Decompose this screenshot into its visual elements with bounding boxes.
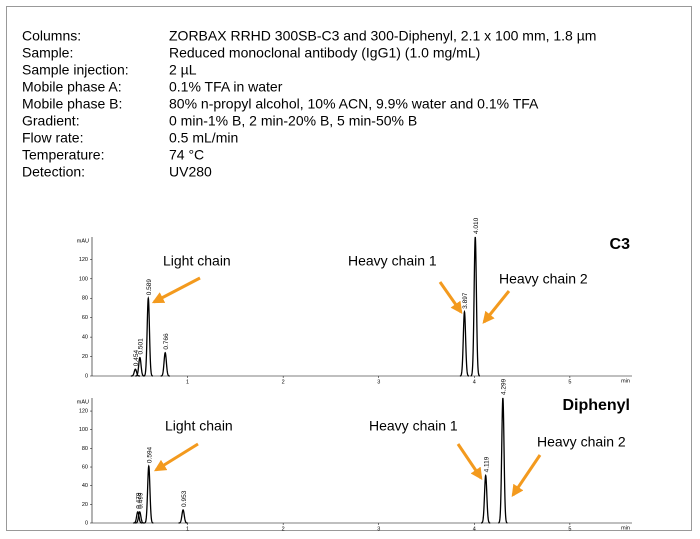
y-tick-label: 100 xyxy=(79,427,88,433)
peak xyxy=(178,509,188,524)
x-tick-label: 2 xyxy=(282,379,285,385)
condition-label: Flow rate: xyxy=(22,130,83,146)
y-tick-label: 40 xyxy=(82,335,88,341)
condition-label: Detection: xyxy=(22,164,85,180)
peak-label: 0.953 xyxy=(181,490,188,507)
peak xyxy=(144,464,154,524)
peak-label: 0.589 xyxy=(146,279,153,296)
annotation-arrow xyxy=(438,281,463,314)
annotation-arrow xyxy=(153,442,199,472)
peak xyxy=(143,295,153,377)
peak xyxy=(481,473,491,524)
peak-label: 0.766 xyxy=(163,333,170,350)
y-tick-label: 120 xyxy=(79,409,88,415)
x-axis-label: min xyxy=(621,378,630,384)
x-tick-label: 1 xyxy=(186,379,189,385)
condition-value: 80% n-propyl alcohol, 10% ACN, 9.9% wate… xyxy=(169,96,539,112)
annotation-arrow xyxy=(511,454,542,497)
peak xyxy=(498,397,508,524)
peak-label: 4.119 xyxy=(483,456,490,472)
x-tick-label: 5 xyxy=(568,526,571,532)
x-tick-label: 2 xyxy=(282,526,285,532)
condition-value: Reduced monoclonal antibody (IgG1) (1.0 … xyxy=(169,45,480,61)
chart-title: Diphenyl xyxy=(562,397,630,414)
y-tick-label: 20 xyxy=(82,354,88,360)
y-tick-label: 0 xyxy=(85,373,88,379)
figure-frame xyxy=(6,6,692,531)
x-tick-label: 4 xyxy=(473,526,476,532)
y-tick-label: 80 xyxy=(82,296,88,302)
y-tick-label: 80 xyxy=(82,446,88,452)
condition-value: 0 min-1% B, 2 min-20% B, 5 min-50% B xyxy=(169,113,417,129)
condition-value: 2 µL xyxy=(169,62,197,78)
condition-label: Mobile phase B: xyxy=(22,96,122,112)
peak-label: 3.897 xyxy=(462,292,469,309)
condition-label: Sample: xyxy=(22,45,73,61)
peak-label: 4.299 xyxy=(501,378,508,395)
y-tick-label: 0 xyxy=(85,520,88,526)
condition-label: Temperature: xyxy=(22,147,104,163)
peak xyxy=(135,356,145,377)
condition-value: ZORBAX RRHD 300SB-C3 and 300-Diphenyl, 2… xyxy=(169,28,596,44)
x-axis-label: min xyxy=(621,525,630,531)
x-tick-label: 1 xyxy=(186,526,189,532)
y-tick-label: 60 xyxy=(82,464,88,470)
peak xyxy=(459,309,470,377)
condition-value: UV280 xyxy=(169,164,212,180)
annotation-arrow xyxy=(482,290,511,324)
condition-label: Sample injection: xyxy=(22,62,129,78)
peak-label: 0.594 xyxy=(146,446,153,463)
y-tick-label: 40 xyxy=(82,483,88,489)
condition-value: 0.1% TFA in water xyxy=(169,79,283,95)
condition-label: Columns: xyxy=(22,28,81,44)
peak-label: 0.454 xyxy=(133,350,140,367)
peak xyxy=(470,236,480,377)
y-tick-label: 20 xyxy=(82,502,88,508)
annotation: Heavy chain 1 xyxy=(348,253,437,269)
peak-label: 4.010 xyxy=(473,217,480,234)
peak xyxy=(133,511,143,524)
y-tick-label: 120 xyxy=(79,257,88,263)
peak-label: 0.499 xyxy=(137,492,144,509)
y-tick-label: 100 xyxy=(79,276,88,282)
annotation: Heavy chain 1 xyxy=(369,418,458,434)
annotation: Heavy chain 2 xyxy=(537,434,626,450)
annotation: Heavy chain 2 xyxy=(499,271,588,287)
x-tick-label: 5 xyxy=(568,379,571,385)
chart-title: C3 xyxy=(610,236,631,253)
x-tick-label: 3 xyxy=(377,379,380,385)
peak xyxy=(130,368,140,377)
condition-value: 74 °C xyxy=(169,147,204,163)
x-tick-label: 3 xyxy=(377,526,380,532)
annotation: Light chain xyxy=(163,253,231,269)
annotation-arrow xyxy=(456,443,483,480)
peak-label: 0.479 xyxy=(135,492,142,509)
annotation: Light chain xyxy=(165,418,233,434)
peak xyxy=(160,351,170,377)
peak-label: 0.501 xyxy=(138,338,145,355)
condition-label: Mobile phase A: xyxy=(22,79,122,95)
y-axis-label: mAU xyxy=(77,399,89,405)
annotation-arrow xyxy=(151,276,201,304)
condition-label: Gradient: xyxy=(22,113,80,129)
y-axis-label: mAU xyxy=(77,238,89,244)
peak xyxy=(135,511,145,524)
condition-value: 0.5 mL/min xyxy=(169,130,238,146)
y-tick-label: 60 xyxy=(82,315,88,321)
x-tick-label: 4 xyxy=(473,379,476,385)
